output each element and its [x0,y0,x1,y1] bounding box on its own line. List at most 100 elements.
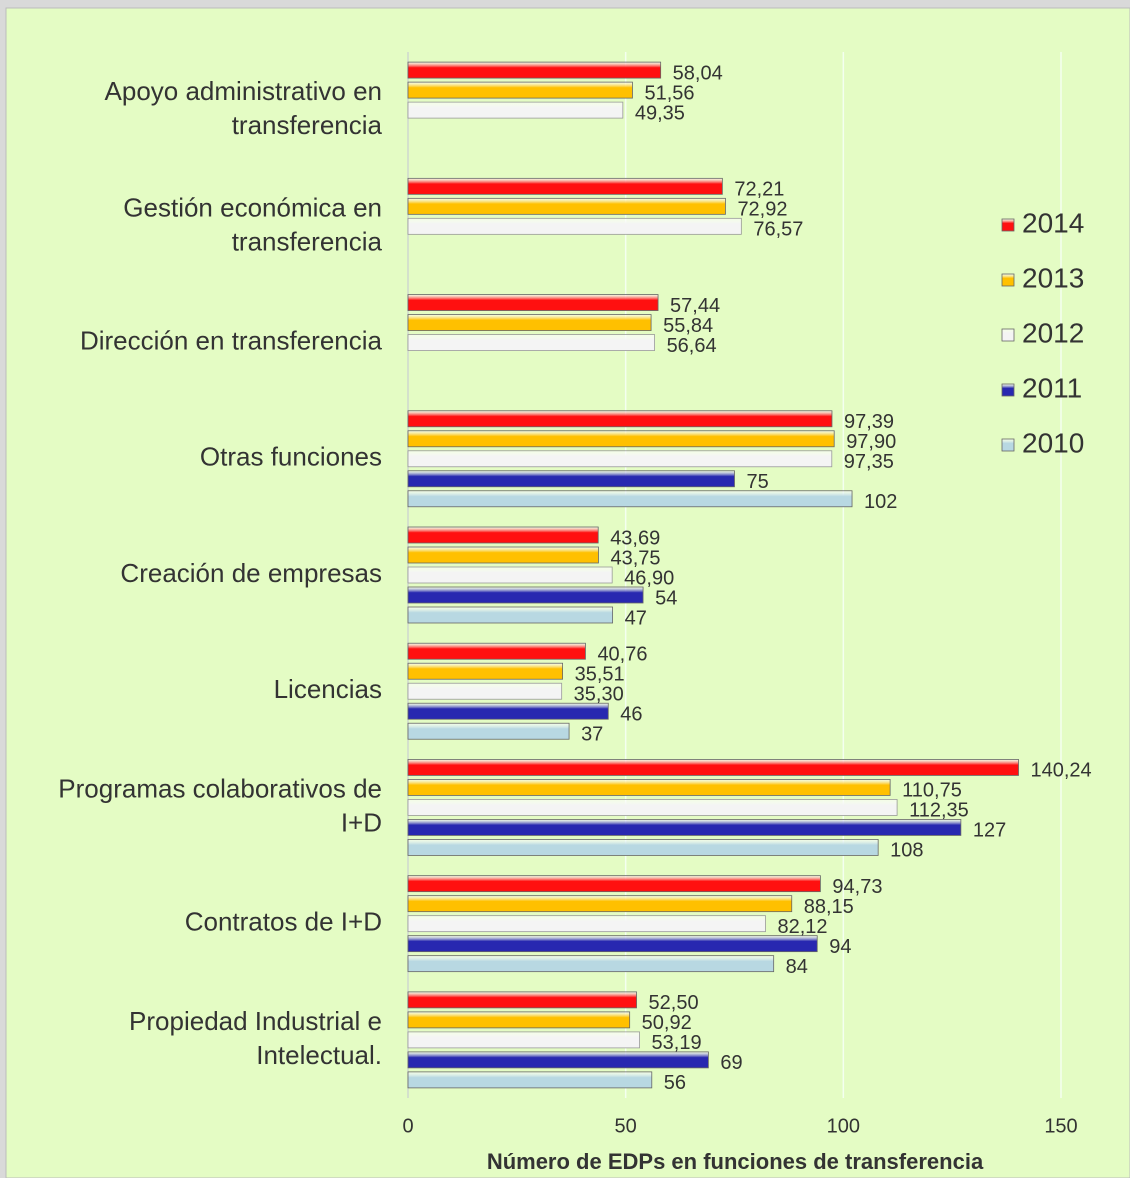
y-tick-label: Gestión económica en transferencia [123,192,382,256]
bar [407,875,821,893]
bar [407,490,853,508]
data-label: 58,04 [673,62,723,84]
legend-swatch [1001,383,1015,397]
y-tick-label: Creación de empresas [120,558,382,588]
bar [407,895,793,913]
data-label: 49,35 [635,102,685,124]
bar [407,294,659,311]
bar [407,606,614,624]
data-label: 76,57 [753,219,803,241]
data-label: 110,75 [902,780,962,802]
y-tick-label: Programas colaborativos de I+D [58,773,382,837]
data-label: 43,75 [610,547,660,569]
bar [407,819,962,836]
bar [407,799,898,816]
x-tick-label: 50 [615,1115,637,1137]
x-tick-label: 100 [827,1115,860,1137]
y-tick-label: Licencias [274,674,382,704]
bar [407,334,655,351]
bar [407,702,609,720]
data-label: 102 [864,491,897,513]
legend-swatch [1001,273,1015,287]
legend-label: 2012 [1022,317,1084,348]
data-label: 97,90 [846,431,896,453]
bar [407,410,833,428]
y-tick-label: Apoyo administrativo en transferencia [105,76,383,140]
x-tick-label: 0 [402,1115,413,1137]
legend-swatch [1001,218,1015,232]
bar [407,586,644,604]
bar [407,915,766,933]
data-label: 127 [973,820,1006,842]
bar [407,177,723,195]
data-label: 53,19 [652,1032,702,1054]
data-label: 46 [620,704,642,726]
bar [407,759,1019,776]
data-label: 52,50 [649,992,699,1014]
data-label: 37 [581,724,603,746]
data-label: 94 [829,936,851,958]
bar [407,314,652,331]
data-label: 84 [786,956,808,978]
bar [407,662,563,680]
data-label: 75 [747,471,769,493]
bar [407,642,586,660]
legend-label: 2013 [1022,262,1084,293]
bar [407,1011,631,1029]
data-label: 40,76 [597,644,647,666]
bar [407,566,613,584]
data-label: 94,73 [832,876,882,898]
data-label: 72,21 [734,179,784,201]
data-label: 112,35 [909,800,969,822]
data-label: 82,12 [777,916,827,938]
bar [407,722,570,740]
data-label: 88,15 [804,896,854,918]
bar [407,779,891,796]
data-label: 97,35 [844,451,894,473]
bar [407,1031,640,1049]
bar [407,450,833,468]
data-label: 35,51 [575,664,625,686]
y-tick-label: Dirección en transferencia [80,325,383,355]
bar [407,991,637,1009]
data-label: 56,64 [667,335,717,357]
bar [407,217,742,235]
bar [407,839,879,856]
legend-label: 2014 [1022,207,1084,238]
y-tick-label: Contratos de I+D [185,907,382,937]
bar [407,546,599,564]
bar [407,101,624,119]
bar [407,955,775,973]
data-label: 50,92 [642,1012,692,1034]
data-label: 51,56 [644,82,694,104]
bar [407,470,735,488]
bar [407,935,818,953]
data-label: 69 [720,1052,742,1074]
data-label: 56 [664,1072,686,1094]
y-tick-label: Propiedad Industrial e Intelectual. [129,1006,382,1070]
data-label: 35,30 [574,684,624,706]
legend-swatch [1001,438,1015,452]
bar [407,1071,653,1089]
bar [407,1051,709,1069]
data-label: 108 [890,840,923,862]
bar [407,81,633,99]
bar [407,61,662,79]
data-label: 57,44 [670,295,720,317]
x-tick-label: 150 [1044,1115,1077,1137]
data-label: 55,84 [663,315,713,337]
legend-label: 2011 [1022,372,1082,403]
x-axis-title: Número de EDPs en funciones de transfere… [487,1149,984,1174]
data-label: 54 [655,587,677,609]
bar [407,430,835,448]
data-label: 72,92 [737,199,787,221]
legend-label: 2010 [1022,427,1084,458]
legend-swatch [1001,328,1015,342]
y-tick-label: Otras funciones [200,442,382,472]
bar [407,526,599,544]
bar [407,682,563,700]
data-label: 47 [625,607,647,629]
data-label: 97,39 [844,411,894,433]
